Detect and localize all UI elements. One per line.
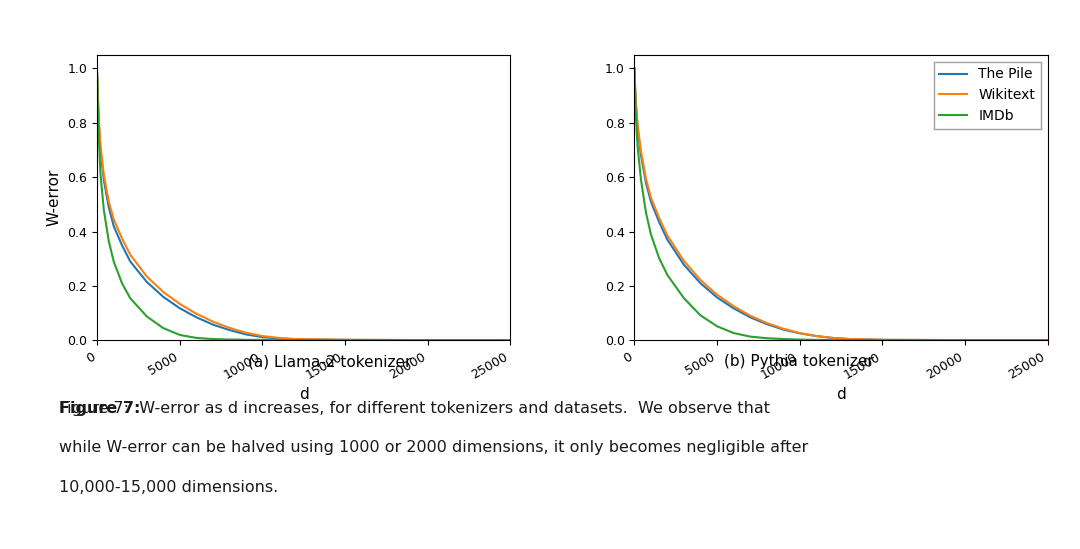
Text: (a) Llama-2 tokenizer: (a) Llama-2 tokenizer [247,354,411,369]
X-axis label: d: d [836,387,846,402]
X-axis label: d: d [299,387,309,402]
Text: 10,000-15,000 dimensions.: 10,000-15,000 dimensions. [59,480,279,495]
Text: while W-error can be halved using 1000 or 2000 dimensions, it only becomes negli: while W-error can be halved using 1000 o… [59,440,809,455]
Text: Figure 7:  W-error as d increases, for different tokenizers and datasets.  We ob: Figure 7: W-error as d increases, for di… [59,401,770,416]
Text: Figure 7:: Figure 7: [59,401,140,416]
Y-axis label: W-error: W-error [46,169,62,226]
Text: (b) Pythia tokenizer: (b) Pythia tokenizer [725,354,874,369]
Legend: The Pile, Wikitext, IMDb: The Pile, Wikitext, IMDb [934,62,1041,129]
